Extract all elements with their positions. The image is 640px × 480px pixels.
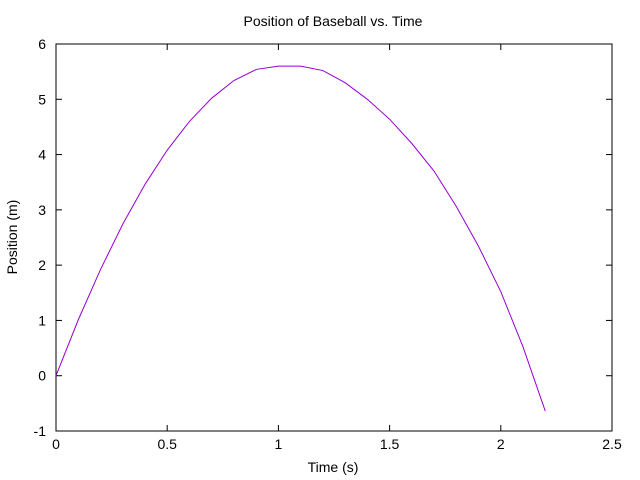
y-tick-label: -1 [34, 423, 47, 439]
chart-title: Position of Baseball vs. Time [244, 13, 423, 29]
y-axis-label: Position (m) [4, 200, 20, 275]
y-tick-label: 3 [38, 202, 46, 218]
y-tick-label: 0 [38, 368, 46, 384]
y-tick-label: 4 [38, 147, 46, 163]
x-tick-label: 1 [275, 436, 283, 452]
x-tick-label: 2.5 [602, 436, 622, 452]
y-tick-label: 5 [38, 91, 46, 107]
x-axis-label: Time (s) [308, 459, 359, 475]
x-tick-label: 2 [497, 436, 505, 452]
y-tick-label: 1 [38, 312, 46, 328]
x-tick-label: 0.5 [157, 436, 177, 452]
plot-area: 0 0.5 1 1.5 2 2.5 -1 0 1 2 3 4 5 6 [34, 36, 622, 452]
x-tick-label: 1.5 [380, 436, 400, 452]
series-line-position [55, 65, 546, 412]
x-tick-label: 0 [52, 436, 60, 452]
plot-frame [55, 43, 613, 432]
y-tick-label: 6 [38, 36, 46, 52]
y-tick-label: 2 [38, 257, 46, 273]
